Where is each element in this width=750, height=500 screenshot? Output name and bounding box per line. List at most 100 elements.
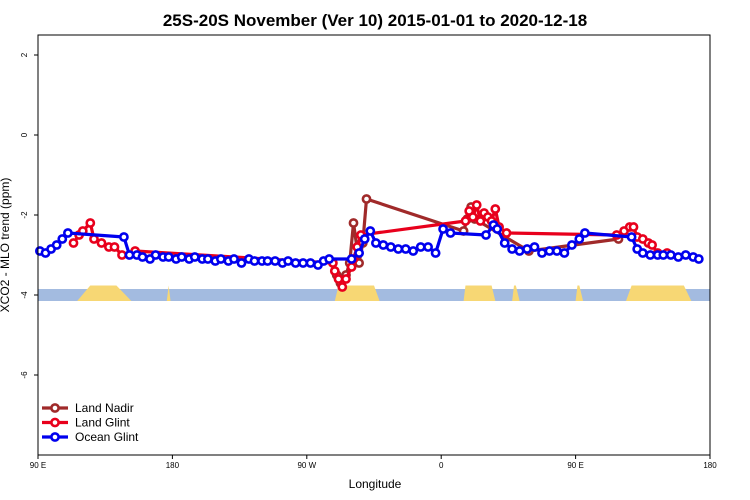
data-point <box>514 246 525 256</box>
data-point <box>346 262 357 272</box>
data-point <box>423 242 433 252</box>
data-point <box>552 246 562 256</box>
y-tick-label: 2 <box>20 52 29 57</box>
data-point <box>57 234 68 244</box>
data-point <box>150 250 161 260</box>
y-tick-label: -6 <box>20 371 29 379</box>
x-axis: 90 E 180 90 W 0 90 E 180 <box>30 455 717 470</box>
data-point <box>467 212 478 222</box>
data-point <box>492 224 503 234</box>
x-axis-title: Longitude <box>349 477 402 491</box>
data-point <box>348 218 359 228</box>
land-segment <box>166 285 171 301</box>
data-point <box>63 228 73 238</box>
data-point <box>333 274 344 284</box>
data-point <box>346 254 357 264</box>
data-point <box>471 200 482 210</box>
y-tick-label: 0 <box>20 132 29 137</box>
data-point <box>229 254 239 264</box>
data-point <box>580 228 590 238</box>
legend-item: Land Nadir <box>42 401 134 415</box>
x-tick-label: 0 <box>439 461 444 470</box>
legend-label: Ocean Glint <box>75 430 139 444</box>
legend-item: Ocean Glint <box>42 430 139 444</box>
x-tick-label: 180 <box>166 461 180 470</box>
data-point <box>236 258 247 268</box>
data-point <box>490 204 501 214</box>
data-point <box>378 240 389 250</box>
data-point <box>626 232 637 242</box>
legend-swatch-marker <box>50 417 60 428</box>
data-point <box>574 234 585 244</box>
x-tick-label: 180 <box>703 461 717 470</box>
data-point <box>176 252 187 262</box>
data-point <box>283 256 293 266</box>
data-point <box>249 256 260 266</box>
data-point <box>119 232 129 242</box>
data-point <box>359 234 370 244</box>
chart-title: 25S-20S November (Ver 10) 2015-01-01 to … <box>163 11 587 30</box>
legend-swatch-marker <box>50 432 60 442</box>
data-point <box>680 250 691 260</box>
data-point <box>85 218 96 228</box>
data-point <box>567 240 577 250</box>
data-point <box>499 238 510 248</box>
data-point <box>408 246 419 256</box>
data-point <box>501 228 512 238</box>
legend-label: Land Glint <box>75 416 130 430</box>
data-point <box>693 254 704 264</box>
series-land-glint <box>68 200 672 292</box>
data-point <box>202 254 213 264</box>
y-axis-title: XCO2 - MLO trend (ppm) <box>0 178 12 313</box>
land-segment <box>626 285 692 301</box>
data-point <box>647 240 657 250</box>
land-ocean-band <box>38 285 710 301</box>
series-ocean-glint <box>35 220 704 270</box>
legend-swatch-marker <box>50 403 60 413</box>
data-point <box>559 248 570 258</box>
legend-label: Land Nadir <box>75 401 134 415</box>
data-point <box>438 224 448 234</box>
x-tick-label: 90 E <box>567 461 583 470</box>
y-axis: 2 0 -2 -4 -6 <box>20 52 38 379</box>
land-segment <box>463 285 496 301</box>
data-point <box>665 250 676 260</box>
data-point <box>537 248 547 258</box>
data-point <box>305 258 316 268</box>
data-point <box>270 256 280 266</box>
data-point <box>475 216 486 226</box>
data-point <box>354 248 364 258</box>
land-segment <box>575 285 584 301</box>
data-point <box>507 244 517 254</box>
land-segment <box>77 285 132 301</box>
data-point <box>370 238 381 248</box>
data-point <box>385 242 396 252</box>
land-segment <box>512 285 520 301</box>
data-point <box>189 252 200 262</box>
data-point <box>163 252 174 262</box>
data-point <box>365 226 376 236</box>
data-point <box>329 266 340 276</box>
data-point <box>361 194 372 204</box>
legend-item: Land Glint <box>42 416 130 430</box>
data-point <box>628 222 639 232</box>
x-tick-label: 90 E <box>30 461 46 470</box>
data-point <box>673 252 684 262</box>
data-point <box>51 240 62 250</box>
data-point <box>96 238 107 248</box>
data-point <box>400 244 411 254</box>
data-point <box>637 248 648 258</box>
data-point <box>481 230 491 240</box>
data-point <box>68 238 79 248</box>
x-tick-label: 90 W <box>297 461 316 470</box>
data-point <box>522 244 532 254</box>
data-point <box>445 228 456 238</box>
data-point <box>137 252 148 262</box>
data-point <box>658 250 669 260</box>
data-point <box>290 258 301 268</box>
y-tick-label: -4 <box>20 291 29 299</box>
data-point <box>430 248 441 258</box>
data-point <box>324 254 335 264</box>
